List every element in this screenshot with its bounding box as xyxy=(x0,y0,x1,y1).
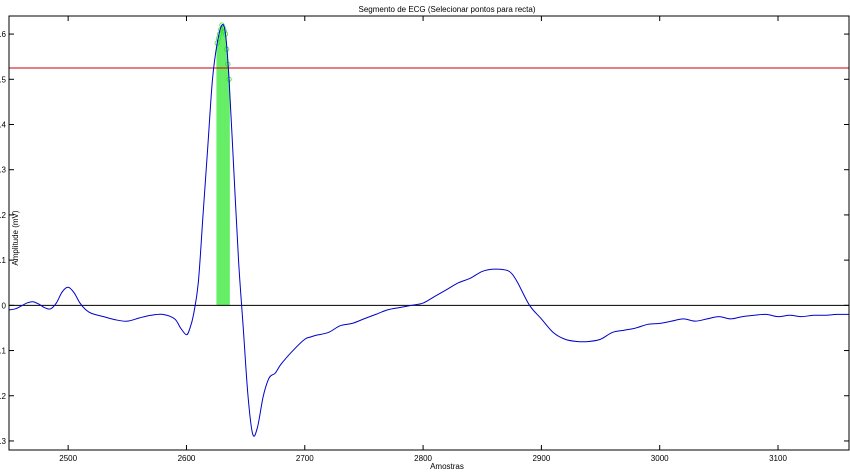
y-tick-label: -0.3 xyxy=(0,437,7,446)
axes-frame xyxy=(8,15,850,451)
plot-area[interactable] xyxy=(9,22,849,437)
y-tick-label: 0 xyxy=(2,301,7,310)
x-tick-label: 3100 xyxy=(769,454,787,463)
x-tick-label: 2500 xyxy=(59,454,77,463)
y-tick-label: 0.2 xyxy=(0,211,7,220)
y-axis: -0.3 -0.2 -0.1 0 0.1 0.2 0.3 0.4 0.5 0.6 xyxy=(0,30,849,446)
x-tick-label: 2600 xyxy=(178,454,196,463)
y-tick-label: 0.1 xyxy=(0,256,7,265)
y-tick-label: 0.4 xyxy=(0,121,7,130)
y-axis-label: Amplitude (mV) xyxy=(11,210,20,265)
x-tick-label: 3000 xyxy=(651,454,669,463)
x-tick-label: 2800 xyxy=(414,454,432,463)
x-axis-label: Amostras xyxy=(430,462,464,471)
y-tick-label: 0.5 xyxy=(0,75,7,84)
y-tick-label: -0.2 xyxy=(0,392,7,401)
highlight-region xyxy=(214,22,232,306)
x-tick-label: 2900 xyxy=(532,454,550,463)
y-tick-label: 0.6 xyxy=(0,30,7,39)
y-tick-label: 0.3 xyxy=(0,166,7,175)
chart-title: Segmento de ECG (Selecionar pontos para … xyxy=(359,5,536,14)
ecg-signal-line xyxy=(9,24,849,437)
x-axis: 2500 2600 2700 2800 2900 3000 3100 xyxy=(59,16,787,463)
highlight-marker xyxy=(219,22,225,28)
y-tick-label: -0.1 xyxy=(0,347,7,356)
x-tick-label: 2700 xyxy=(296,454,314,463)
plot-content xyxy=(9,22,849,437)
